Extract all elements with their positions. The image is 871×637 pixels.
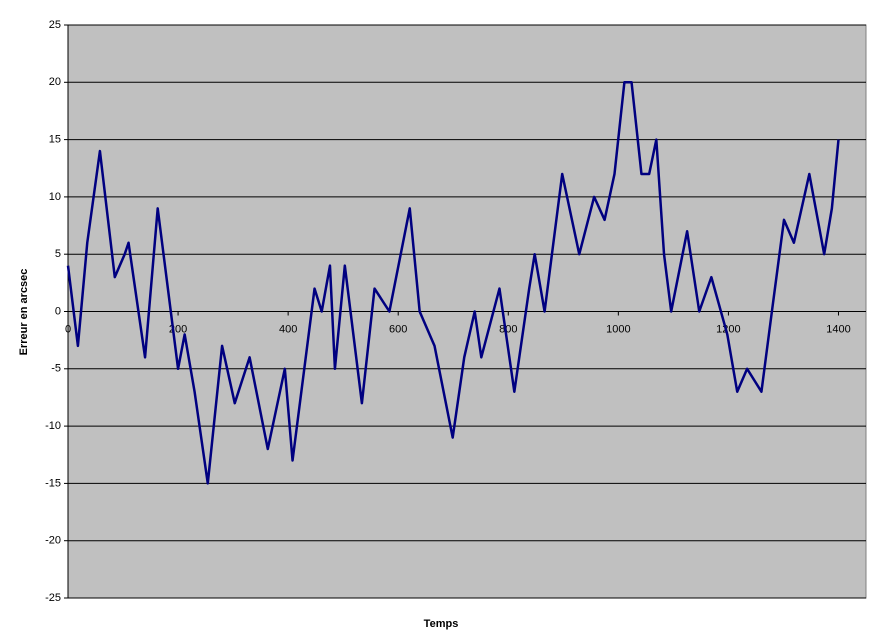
y-tick-label: -10	[45, 420, 61, 432]
y-tick-label: -5	[51, 363, 61, 375]
x-tick-label: 0	[65, 323, 71, 335]
x-tick-label: 400	[279, 323, 297, 335]
y-tick-label: 0	[55, 305, 61, 317]
y-axis-title: Erreur en arcsec	[18, 269, 30, 356]
y-tick-label: -20	[45, 535, 61, 547]
y-tick-label: -25	[45, 592, 61, 604]
y-tick-label: 20	[49, 76, 61, 88]
y-tick-label: 5	[55, 248, 61, 260]
x-axis-title: Temps	[424, 618, 459, 630]
y-tick-label: -15	[45, 477, 61, 489]
x-tick-label: 600	[389, 323, 407, 335]
data-line	[66, 81, 840, 485]
y-tick-label: 15	[49, 134, 61, 146]
y-tick-label: 25	[49, 19, 61, 31]
x-tick-label: 1200	[716, 323, 740, 335]
x-tick-label: 800	[499, 323, 517, 335]
y-tick-label: 10	[49, 191, 61, 203]
x-tick-label: 1000	[606, 323, 630, 335]
x-tick-label: 1400	[826, 323, 850, 335]
